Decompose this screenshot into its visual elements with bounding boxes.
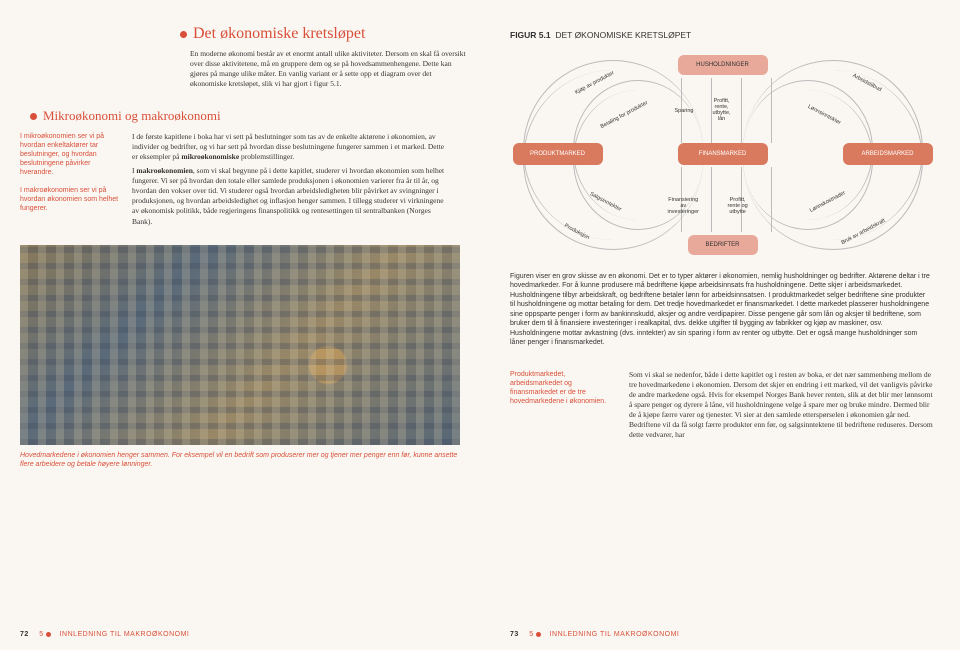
margin-note-2: I makroøkonomien ser vi på hvordan økono… xyxy=(20,187,118,212)
node-finance-market: FINANSMARKED xyxy=(678,143,768,165)
bullet-icon xyxy=(30,113,37,120)
margin-note: I mikroøkonomien ser vi på hvordan enkel… xyxy=(20,132,120,231)
figure-label: FIGUR 5.1 DET ØKONOMISKE KRETSLØPET xyxy=(510,30,935,40)
edge-profitt1: Profitt, rente, utbytte, lån xyxy=(713,98,731,122)
title-text: Det økonomiske kretsløpet xyxy=(193,25,365,42)
bullet-icon xyxy=(536,632,541,637)
edge-profitt2: Profitt, rente og utbytte xyxy=(728,197,748,215)
figure-number: FIGUR 5.1 xyxy=(510,30,551,40)
chapter-number: 5 xyxy=(529,631,533,638)
line xyxy=(771,167,772,232)
page-footer-right: 73 5 INNLEDNING TIL MAKROØKONOMI xyxy=(510,631,679,638)
page-number: 73 xyxy=(510,631,519,638)
bullet-icon xyxy=(46,632,51,637)
node-product-market: PRODUKTMARKED xyxy=(513,143,603,165)
margin-note-right: Produktmarkedet, arbeidsmarkedet og fina… xyxy=(510,370,615,445)
paragraph-2: I makroøkonomien, som vi skal begynne på… xyxy=(132,166,450,227)
figure-explanation: Figuren viser en grov skisse av en økono… xyxy=(510,272,930,348)
edge-finav: Finansiering av investeringer xyxy=(668,197,700,215)
two-column-block: I mikroøkonomien ser vi på hvordan enkel… xyxy=(20,132,450,231)
node-firms: BEDRIFTER xyxy=(688,235,758,255)
intro-paragraph: En moderne økonomi består av et enormt a… xyxy=(190,49,470,90)
section-heading: Mikroøkonomi og makroøkonomi xyxy=(30,108,450,124)
bullet-icon xyxy=(180,31,187,38)
body-column: I de første kapitlene i boka har vi sett… xyxy=(132,132,450,231)
circular-flow-diagram: HUSHOLDNINGER PRODUKTMARKED FINANSMARKED… xyxy=(513,50,933,260)
section-heading-text: Mikroøkonomi og makroøkonomi xyxy=(43,108,221,123)
node-labor-market: ARBEIDSMARKED xyxy=(843,143,933,165)
photo-caption: Hovedmarkedene i økonomien henger sammen… xyxy=(20,451,460,469)
chapter-number: 5 xyxy=(39,631,43,638)
title-row: Det økonomiske kretsløpet xyxy=(20,25,450,43)
page-left: Det økonomiske kretsløpet En moderne øko… xyxy=(0,0,480,650)
page-title: Det økonomiske kretsløpet xyxy=(180,25,450,43)
chapter-title: INNLEDNING TIL MAKROØKONOMI xyxy=(60,631,190,638)
line xyxy=(771,78,772,143)
chapter-title: INNLEDNING TIL MAKROØKONOMI xyxy=(550,631,680,638)
line xyxy=(711,167,712,232)
page-number: 72 xyxy=(20,631,29,638)
line xyxy=(711,78,712,143)
lower-block: Produktmarkedet, arbeidsmarkedet og fina… xyxy=(510,370,935,445)
edge-sparing: Sparing xyxy=(675,108,694,114)
line xyxy=(741,78,742,143)
page-footer-left: 72 5 INNLEDNING TIL MAKROØKONOMI xyxy=(20,631,189,638)
figure-title: DET ØKONOMISKE KRETSLØPET xyxy=(555,30,691,40)
factory-photo xyxy=(20,245,460,445)
page-right: FIGUR 5.1 DET ØKONOMISKE KRETSLØPET HUSH… xyxy=(480,0,960,650)
paragraph-1: I de første kapitlene i boka har vi sett… xyxy=(132,132,450,162)
body-right: Som vi skal se nedenfor, både i dette ka… xyxy=(629,370,935,445)
body-paragraph: Som vi skal se nedenfor, både i dette ka… xyxy=(629,370,935,441)
margin-note-1: I mikroøkonomien ser vi på hvordan enkel… xyxy=(20,133,104,176)
node-households: HUSHOLDNINGER xyxy=(678,55,768,75)
